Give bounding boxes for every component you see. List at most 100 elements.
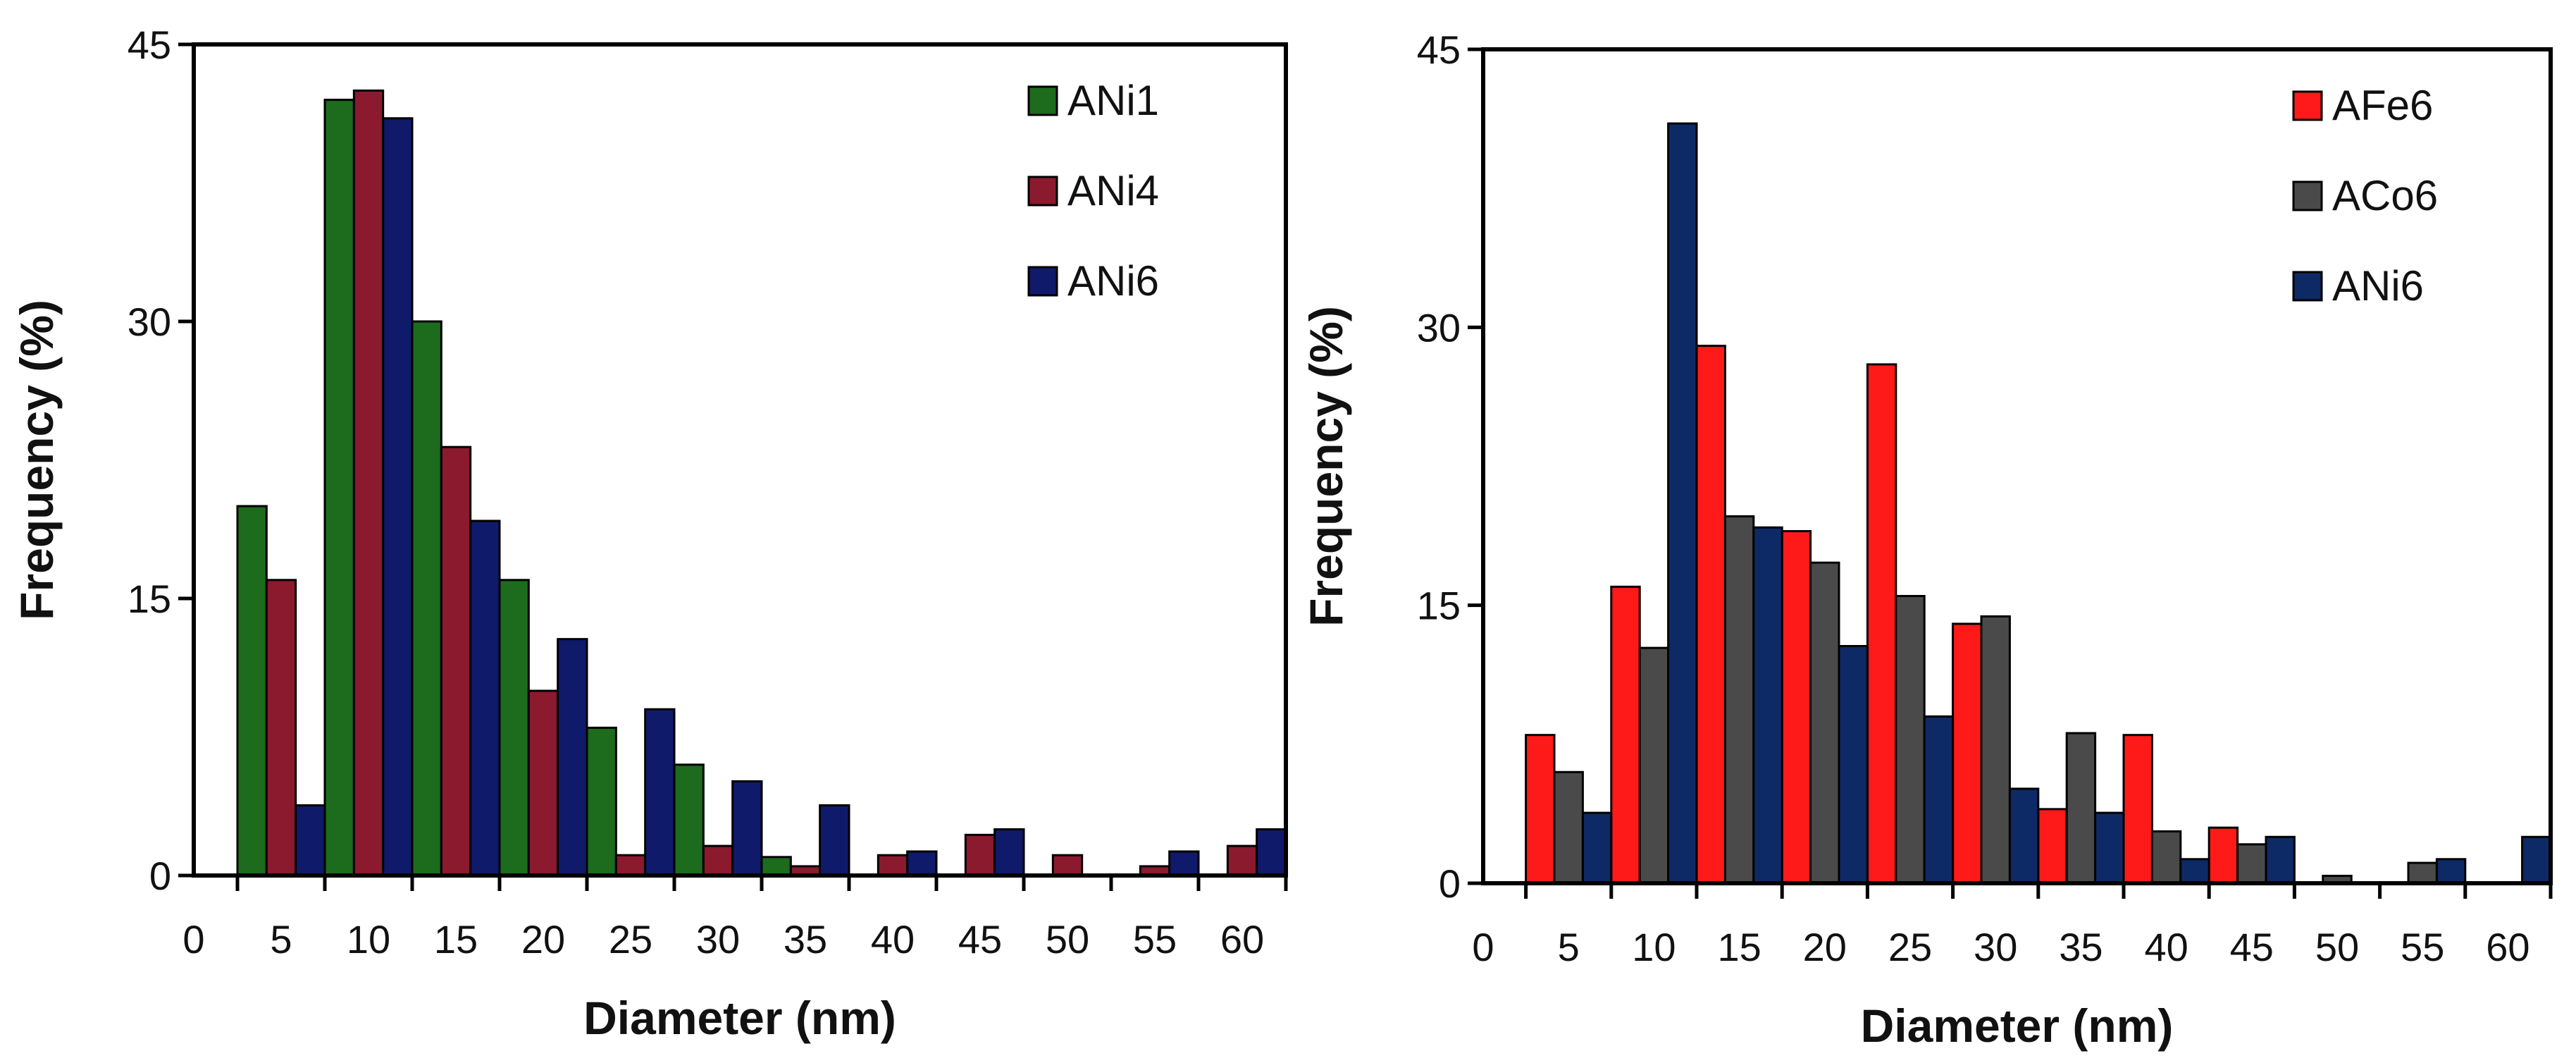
- bar-ANi6-40: [906, 850, 938, 877]
- x-tick-label: 45: [2230, 925, 2274, 969]
- bar-ANi6-35: [2094, 811, 2125, 885]
- bar-AFe6-45: [2207, 826, 2239, 885]
- bar-ANi6-20: [1838, 645, 1869, 885]
- legend-label-ANi6: ANi6: [1067, 257, 1159, 305]
- legend-label-AFe6: AFe6: [2332, 82, 2433, 129]
- x-tick-label: 15: [434, 917, 478, 961]
- bar-ANi6-15: [1752, 526, 1783, 885]
- legend-swatch-ANi6: [1027, 266, 1058, 297]
- legend-swatch-ACo6: [2292, 180, 2323, 211]
- bar-ANi6-15: [469, 520, 501, 877]
- bar-ANi1-10: [323, 99, 355, 877]
- legend-swatch-AFe6: [2292, 90, 2323, 121]
- legend-label-ANi1: ANi1: [1067, 77, 1159, 124]
- bar-AFe6-5: [1525, 734, 1556, 885]
- bar-ANi4-60: [1226, 844, 1258, 877]
- bar-ANi4-40: [877, 854, 909, 877]
- bar-ACo6-25: [1895, 595, 1926, 885]
- bar-ACo6-10: [1638, 646, 1670, 885]
- x-tick-label: 10: [347, 917, 390, 961]
- bar-ANi1-35: [760, 856, 792, 877]
- bar-ANi6-10: [382, 117, 414, 877]
- bar-ANi1-25: [586, 726, 617, 877]
- x-tick-label: 30: [696, 917, 740, 961]
- bar-ANi1-20: [498, 579, 530, 877]
- plot-frame: [192, 42, 1288, 878]
- x-tick-label: 40: [871, 917, 915, 961]
- bar-ACo6-30: [1980, 615, 2011, 885]
- bar-ANi4-5: [265, 579, 297, 877]
- bar-ANi6-30: [731, 780, 763, 877]
- bar-ANi6-5: [295, 804, 326, 877]
- x-tick-label: 60: [1220, 917, 1264, 961]
- legend-swatch-ANi1: [1027, 85, 1058, 116]
- bar-AFe6-25: [1866, 363, 1897, 885]
- bar-ACo6-55: [2407, 861, 2438, 885]
- bar-ANi6-25: [1923, 715, 1955, 885]
- bar-ANi6-60: [2521, 835, 2552, 885]
- x-tick-label: 50: [1046, 917, 1089, 961]
- x-tick-label: 55: [2401, 925, 2444, 969]
- legend-label-ANi6: ANi6: [2332, 262, 2424, 309]
- x-axis-title: Diameter (nm): [583, 992, 896, 1044]
- y-axis-title: Frequency (%): [11, 300, 63, 620]
- bar-AFe6-20: [1781, 530, 1812, 885]
- bar-AFe6-15: [1695, 345, 1726, 885]
- bar-AFe6-35: [2037, 808, 2068, 885]
- bar-ANi6-60: [1256, 828, 1287, 877]
- bar-ACo6-35: [2065, 732, 2097, 885]
- y-tick-label: 15: [128, 577, 171, 621]
- x-tick-label: 5: [1558, 925, 1580, 969]
- chart-left: 0 15 30 45 0 5 10 15 20 25 30 35 40 45 50 55 60 Diameter …: [11, 23, 1288, 1044]
- bar-ANi4-15: [440, 446, 472, 877]
- plot-frame: [1481, 47, 2553, 885]
- bar-ANi6-55: [1168, 850, 1200, 877]
- bar-ACo6-20: [1809, 561, 1840, 885]
- bar-ANi4-45: [964, 833, 996, 877]
- bar-AFe6-40: [2122, 734, 2153, 885]
- bar-ANi6-10: [1667, 122, 1698, 885]
- x-tick-label: 30: [1974, 925, 2017, 969]
- x-tick-label: 0: [182, 917, 204, 961]
- x-tick-label: 15: [1717, 925, 1761, 969]
- x-axis-title: Diameter (nm): [1861, 1000, 2174, 1052]
- bar-ANi6-55: [2435, 858, 2467, 885]
- x-tick-label: 55: [1133, 917, 1177, 961]
- bar-ANi4-20: [527, 689, 559, 877]
- bar-ANi6-40: [2179, 858, 2210, 885]
- bar-ACo6-40: [2150, 830, 2182, 885]
- y-tick-label: 45: [1417, 27, 1461, 72]
- y-tick-label: 15: [1417, 584, 1461, 628]
- y-tick-label: 30: [1417, 305, 1461, 350]
- bar-ACo6-5: [1553, 770, 1584, 885]
- bar-ANi6-30: [2008, 787, 2040, 885]
- bar-ANi6-45: [993, 828, 1025, 877]
- x-tick-label: 60: [2486, 925, 2529, 969]
- bar-ANi4-30: [702, 844, 734, 877]
- bar-ANi4-10: [352, 90, 385, 877]
- x-tick-label: 35: [2059, 925, 2103, 969]
- x-tick-label: 0: [1472, 925, 1494, 969]
- x-tick-label: 40: [2144, 925, 2188, 969]
- bar-AFe6-30: [1952, 622, 1983, 885]
- x-tick-label: 35: [784, 917, 827, 961]
- bar-ANi1-30: [673, 763, 705, 877]
- bar-ANi6-45: [2265, 835, 2296, 885]
- x-tick-label: 45: [958, 917, 1002, 961]
- bar-AFe6-10: [1610, 585, 1641, 885]
- y-tick-label: 30: [128, 300, 171, 344]
- x-tick-label: 50: [2315, 925, 2359, 969]
- legend-swatch-ANi4: [1027, 176, 1058, 207]
- x-tick-label: 20: [521, 917, 565, 961]
- bar-ANi4-25: [614, 854, 647, 877]
- bar-ACo6-45: [2236, 843, 2267, 885]
- bar-ANi1-5: [236, 505, 268, 877]
- y-axis-title: Frequency (%): [1300, 306, 1352, 627]
- x-tick-label: 25: [1888, 925, 1932, 969]
- x-tick-label: 20: [1803, 925, 1847, 969]
- chart-right: 0 15 30 45 0 5 10 15 20 25 30 35 40 45 50 55 60 Diameter …: [1300, 27, 2553, 1052]
- bar-ANi4-50: [1051, 854, 1084, 877]
- legend-swatch-ANi6: [2292, 271, 2323, 302]
- bar-ANi6-20: [557, 638, 588, 877]
